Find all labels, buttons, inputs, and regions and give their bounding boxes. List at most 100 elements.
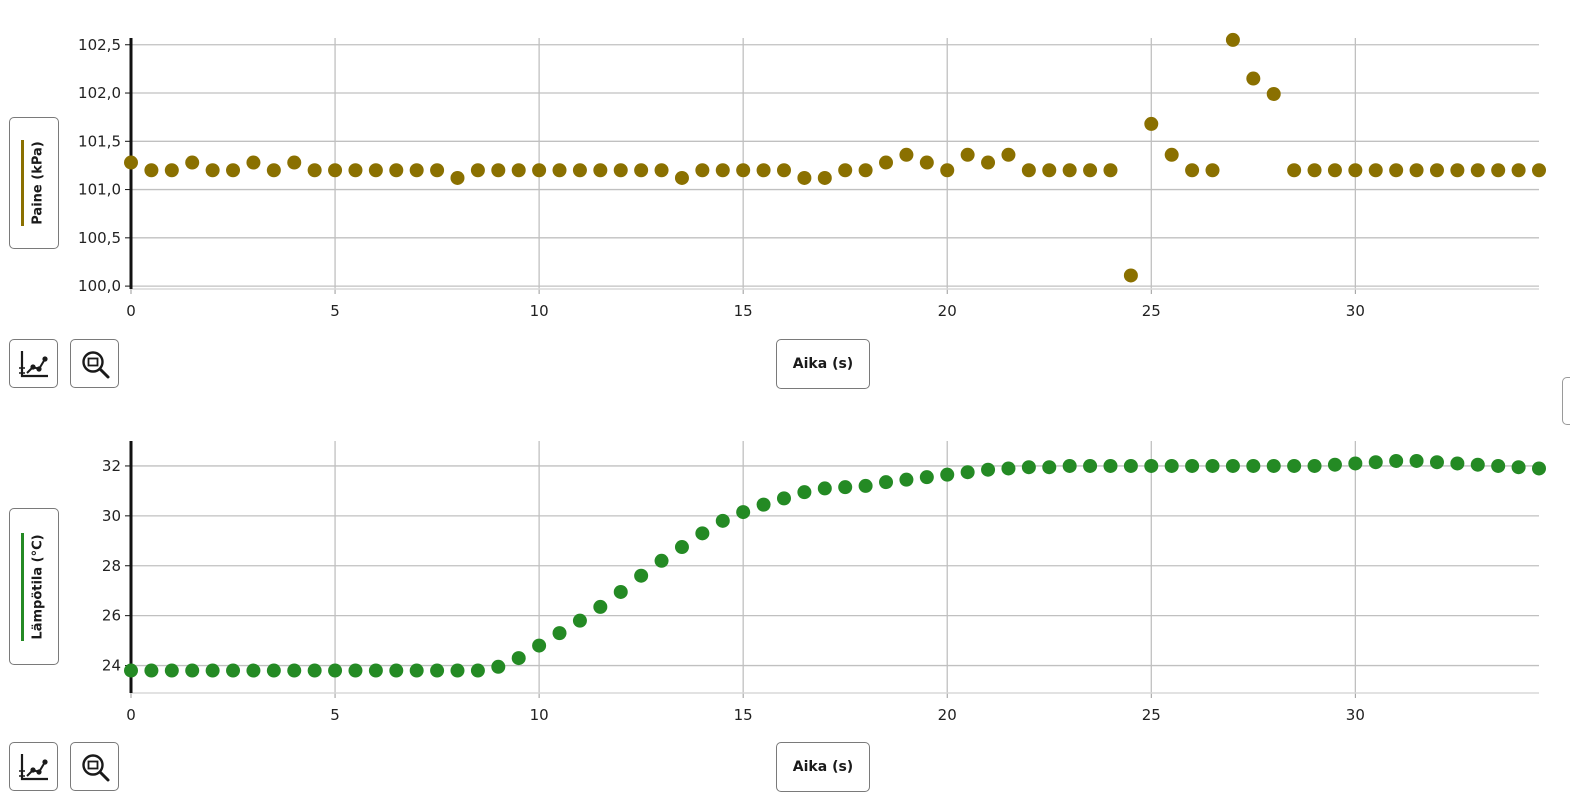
- temperature-data-point[interactable]: [348, 663, 363, 678]
- temperature-data-point[interactable]: [1429, 455, 1444, 470]
- temperature-data-point[interactable]: [756, 497, 771, 512]
- temperature-data-point[interactable]: [776, 491, 791, 506]
- pressure-data-point[interactable]: [1450, 163, 1465, 178]
- temperature-data-point[interactable]: [1368, 455, 1383, 470]
- pressure-data-point[interactable]: [695, 163, 710, 178]
- pressure-data-point[interactable]: [960, 147, 975, 162]
- pressure-data-point[interactable]: [185, 155, 200, 170]
- pressure-data-point[interactable]: [797, 170, 812, 185]
- temperature-data-point[interactable]: [1409, 453, 1424, 468]
- pressure-data-point[interactable]: [1185, 163, 1200, 178]
- pressure-data-point[interactable]: [348, 163, 363, 178]
- temperature-data-point[interactable]: [307, 663, 322, 678]
- pressure-data-point[interactable]: [838, 163, 853, 178]
- temperature-data-point[interactable]: [593, 599, 608, 614]
- pressure-data-point[interactable]: [654, 163, 669, 178]
- temperature-data-point[interactable]: [1389, 453, 1404, 468]
- pressure-data-point[interactable]: [1266, 86, 1281, 101]
- temperature-data-point[interactable]: [1246, 458, 1261, 473]
- temperature-data-point[interactable]: [511, 651, 526, 666]
- temperature-data-point[interactable]: [144, 663, 159, 678]
- zoom-button[interactable]: [70, 339, 119, 388]
- pressure-data-point[interactable]: [450, 170, 465, 185]
- temperature-data-point[interactable]: [1205, 458, 1220, 473]
- temperature-data-point[interactable]: [838, 480, 853, 495]
- pressure-data-point[interactable]: [205, 163, 220, 178]
- pressure-data-point[interactable]: [532, 163, 547, 178]
- pressure-data-point[interactable]: [1491, 163, 1506, 178]
- temperature-data-point[interactable]: [1103, 458, 1118, 473]
- temperature-data-point[interactable]: [940, 467, 955, 482]
- pressure-data-point[interactable]: [1164, 147, 1179, 162]
- pressure-data-point[interactable]: [144, 163, 159, 178]
- temperature-data-point[interactable]: [1511, 460, 1526, 475]
- temperature-data-point[interactable]: [1001, 461, 1016, 476]
- temperature-data-point[interactable]: [1532, 461, 1546, 476]
- pressure-data-point[interactable]: [593, 163, 608, 178]
- pressure-data-point[interactable]: [613, 163, 628, 178]
- pressure-data-point[interactable]: [1225, 32, 1240, 47]
- pressure-data-point[interactable]: [572, 163, 587, 178]
- pressure-data-point[interactable]: [491, 163, 506, 178]
- temperature-data-point[interactable]: [470, 663, 485, 678]
- pressure-data-point[interactable]: [1389, 163, 1404, 178]
- pressure-data-point[interactable]: [287, 155, 302, 170]
- temperature-data-point[interactable]: [205, 663, 220, 678]
- pressure-data-point[interactable]: [124, 155, 138, 170]
- pressure-data-point[interactable]: [756, 163, 771, 178]
- pressure-data-point[interactable]: [226, 163, 241, 178]
- pressure-data-point[interactable]: [1062, 163, 1077, 178]
- temperature-data-point[interactable]: [1225, 458, 1240, 473]
- pressure-data-point[interactable]: [1368, 163, 1383, 178]
- temperature-data-point[interactable]: [674, 540, 689, 555]
- temperature-data-point[interactable]: [654, 553, 669, 568]
- pressure-data-point[interactable]: [389, 163, 404, 178]
- pressure-x-axis-label-button[interactable]: Aika (s): [776, 339, 870, 389]
- temperature-data-point[interactable]: [634, 568, 649, 583]
- pressure-data-point[interactable]: [409, 163, 424, 178]
- temperature-data-point[interactable]: [695, 526, 710, 541]
- pressure-data-point[interactable]: [430, 163, 445, 178]
- fit-data-button[interactable]: [9, 742, 58, 791]
- pressure-data-point[interactable]: [736, 163, 751, 178]
- temperature-data-point[interactable]: [1123, 458, 1138, 473]
- pressure-data-point[interactable]: [1246, 71, 1261, 86]
- pressure-data-point[interactable]: [164, 163, 179, 178]
- pressure-data-point[interactable]: [1532, 163, 1546, 178]
- pressure-data-point[interactable]: [552, 163, 567, 178]
- pressure-data-point[interactable]: [266, 163, 281, 178]
- pressure-data-point[interactable]: [899, 147, 914, 162]
- pressure-data-point[interactable]: [817, 170, 832, 185]
- temperature-y-axis-label-button[interactable]: Lämpötila (°C): [9, 508, 59, 665]
- temperature-data-point[interactable]: [1083, 458, 1098, 473]
- pressure-data-point[interactable]: [715, 163, 730, 178]
- temperature-data-point[interactable]: [715, 513, 730, 528]
- temperature-data-point[interactable]: [1021, 460, 1036, 475]
- pressure-data-point[interactable]: [1042, 163, 1057, 178]
- temperature-data-point[interactable]: [858, 478, 873, 493]
- temperature-data-point[interactable]: [328, 663, 343, 678]
- temperature-data-point[interactable]: [613, 584, 628, 599]
- temperature-data-point[interactable]: [1144, 458, 1159, 473]
- pressure-data-point[interactable]: [1511, 163, 1526, 178]
- temperature-data-point[interactable]: [879, 475, 894, 490]
- pressure-data-point[interactable]: [328, 163, 343, 178]
- temperature-data-point[interactable]: [1266, 458, 1281, 473]
- pressure-data-point[interactable]: [307, 163, 322, 178]
- pressure-data-point[interactable]: [634, 163, 649, 178]
- zoom-button[interactable]: [70, 742, 119, 791]
- pressure-data-point[interactable]: [1205, 163, 1220, 178]
- temperature-data-point[interactable]: [1307, 458, 1322, 473]
- pressure-y-axis-label-button[interactable]: Paine (kPa): [9, 117, 59, 249]
- pressure-data-point[interactable]: [1409, 163, 1424, 178]
- pressure-data-point[interactable]: [1103, 163, 1118, 178]
- pressure-data-point[interactable]: [776, 163, 791, 178]
- temperature-data-point[interactable]: [960, 465, 975, 480]
- temperature-data-point[interactable]: [226, 663, 241, 678]
- pressure-data-point[interactable]: [1001, 147, 1016, 162]
- temperature-data-point[interactable]: [450, 663, 465, 678]
- side-panel-handle[interactable]: [1562, 377, 1570, 425]
- temperature-data-point[interactable]: [1185, 458, 1200, 473]
- pressure-data-point[interactable]: [879, 155, 894, 170]
- pressure-data-point[interactable]: [368, 163, 383, 178]
